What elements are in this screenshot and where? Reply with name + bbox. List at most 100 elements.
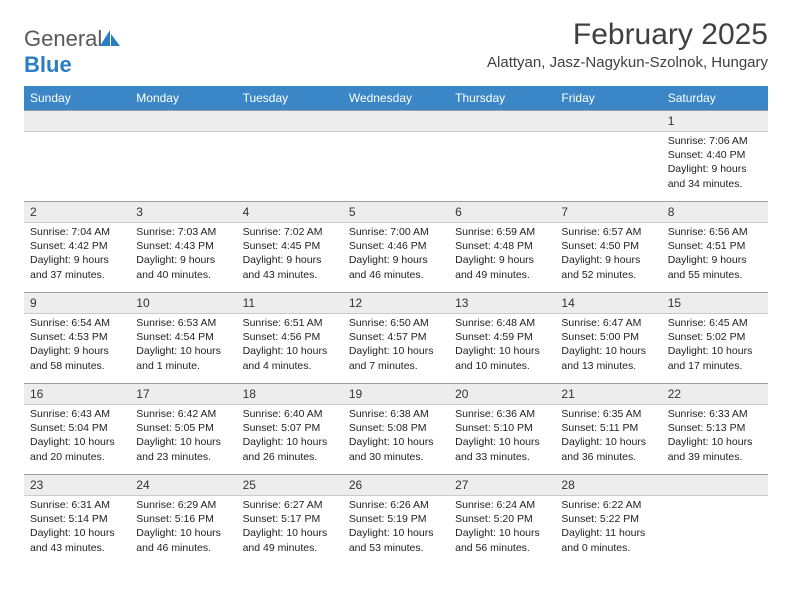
day-cell: Sunrise: 6:29 AMSunset: 5:16 PMDaylight:… — [130, 496, 236, 566]
day-info-line: Daylight: 9 hours and 58 minutes. — [30, 344, 124, 372]
day-info-line: Daylight: 9 hours and 52 minutes. — [561, 253, 655, 281]
month-title: February 2025 — [487, 18, 768, 52]
day-info-line: Sunset: 5:08 PM — [349, 421, 443, 435]
day-number — [343, 111, 449, 132]
day-info-line: Sunrise: 6:26 AM — [349, 498, 443, 512]
day-cell: Sunrise: 6:38 AMSunset: 5:08 PMDaylight:… — [343, 405, 449, 475]
day-number — [555, 111, 661, 132]
day-cell — [555, 132, 661, 202]
day-info-line: Sunset: 5:19 PM — [349, 512, 443, 526]
day-info-line: Daylight: 9 hours and 46 minutes. — [349, 253, 443, 281]
day-cell: Sunrise: 6:26 AMSunset: 5:19 PMDaylight:… — [343, 496, 449, 566]
day-info-line: Sunset: 5:00 PM — [561, 330, 655, 344]
weekday-header: Wednesday — [343, 86, 449, 111]
day-number: 4 — [237, 202, 343, 223]
day-info-line: Sunrise: 6:38 AM — [349, 407, 443, 421]
day-info-line: Sunset: 5:05 PM — [136, 421, 230, 435]
day-info-line: Daylight: 10 hours and 23 minutes. — [136, 435, 230, 463]
day-cell: Sunrise: 6:59 AMSunset: 4:48 PMDaylight:… — [449, 223, 555, 293]
day-info-line: Sunset: 4:45 PM — [243, 239, 337, 253]
day-info-line: Daylight: 9 hours and 43 minutes. — [243, 253, 337, 281]
day-number: 28 — [555, 475, 661, 496]
day-info-line: Daylight: 10 hours and 7 minutes. — [349, 344, 443, 372]
day-info-line: Sunrise: 6:36 AM — [455, 407, 549, 421]
day-number: 12 — [343, 293, 449, 314]
day-info-line: Daylight: 10 hours and 17 minutes. — [668, 344, 762, 372]
day-info-line: Daylight: 10 hours and 39 minutes. — [668, 435, 762, 463]
day-info-line: Sunset: 4:46 PM — [349, 239, 443, 253]
day-info-line: Sunrise: 7:02 AM — [243, 225, 337, 239]
day-cell: Sunrise: 6:36 AMSunset: 5:10 PMDaylight:… — [449, 405, 555, 475]
day-info-line: Sunrise: 6:27 AM — [243, 498, 337, 512]
day-info-line: Daylight: 10 hours and 56 minutes. — [455, 526, 549, 554]
day-info-line: Sunrise: 6:59 AM — [455, 225, 549, 239]
day-number: 15 — [662, 293, 768, 314]
logo-text-gray: General — [24, 26, 102, 51]
day-data-row: Sunrise: 6:43 AMSunset: 5:04 PMDaylight:… — [24, 405, 768, 475]
day-info-line: Daylight: 11 hours and 0 minutes. — [561, 526, 655, 554]
day-cell: Sunrise: 6:51 AMSunset: 4:56 PMDaylight:… — [237, 314, 343, 384]
day-info-line: Sunrise: 6:47 AM — [561, 316, 655, 330]
day-data-row: Sunrise: 7:06 AMSunset: 4:40 PMDaylight:… — [24, 132, 768, 202]
logo: GeneralBlue — [24, 18, 120, 78]
day-info-line: Daylight: 10 hours and 36 minutes. — [561, 435, 655, 463]
day-number — [24, 111, 130, 132]
day-info-line: Sunset: 5:13 PM — [668, 421, 762, 435]
calendar-table: Sunday Monday Tuesday Wednesday Thursday… — [24, 86, 768, 566]
day-info-line: Daylight: 9 hours and 34 minutes. — [668, 162, 762, 190]
weekday-header: Tuesday — [237, 86, 343, 111]
location: Alattyan, Jasz-Nagykun-Szolnok, Hungary — [487, 54, 768, 71]
day-info-line: Sunset: 4:56 PM — [243, 330, 337, 344]
day-cell: Sunrise: 6:45 AMSunset: 5:02 PMDaylight:… — [662, 314, 768, 384]
day-number: 26 — [343, 475, 449, 496]
day-info-line: Sunrise: 6:50 AM — [349, 316, 443, 330]
logo-text-blue: Blue — [24, 52, 72, 77]
day-number-row: 1 — [24, 111, 768, 132]
day-info-line: Sunset: 5:10 PM — [455, 421, 549, 435]
day-info-line: Daylight: 10 hours and 46 minutes. — [136, 526, 230, 554]
day-cell: Sunrise: 6:43 AMSunset: 5:04 PMDaylight:… — [24, 405, 130, 475]
day-number-row: 9101112131415 — [24, 293, 768, 314]
day-info-line: Daylight: 10 hours and 26 minutes. — [243, 435, 337, 463]
day-cell: Sunrise: 6:33 AMSunset: 5:13 PMDaylight:… — [662, 405, 768, 475]
day-number: 3 — [130, 202, 236, 223]
day-info-line: Sunset: 5:02 PM — [668, 330, 762, 344]
day-number: 18 — [237, 384, 343, 405]
day-cell — [449, 132, 555, 202]
day-cell: Sunrise: 6:56 AMSunset: 4:51 PMDaylight:… — [662, 223, 768, 293]
day-info-line: Daylight: 10 hours and 30 minutes. — [349, 435, 443, 463]
day-number-row: 16171819202122 — [24, 384, 768, 405]
weekday-header: Thursday — [449, 86, 555, 111]
day-cell: Sunrise: 7:03 AMSunset: 4:43 PMDaylight:… — [130, 223, 236, 293]
day-cell — [662, 496, 768, 566]
day-cell: Sunrise: 7:00 AMSunset: 4:46 PMDaylight:… — [343, 223, 449, 293]
day-number: 16 — [24, 384, 130, 405]
day-info-line: Sunset: 4:48 PM — [455, 239, 549, 253]
day-number: 23 — [24, 475, 130, 496]
day-info-line: Sunrise: 7:00 AM — [349, 225, 443, 239]
day-info-line: Daylight: 10 hours and 20 minutes. — [30, 435, 124, 463]
day-info-line: Sunset: 4:59 PM — [455, 330, 549, 344]
weekday-header: Saturday — [662, 86, 768, 111]
day-number: 21 — [555, 384, 661, 405]
day-info-line: Sunrise: 6:53 AM — [136, 316, 230, 330]
day-number: 27 — [449, 475, 555, 496]
day-number: 11 — [237, 293, 343, 314]
day-info-line: Daylight: 10 hours and 53 minutes. — [349, 526, 443, 554]
day-info-line: Sunrise: 7:03 AM — [136, 225, 230, 239]
day-info-line: Daylight: 10 hours and 1 minute. — [136, 344, 230, 372]
day-info-line: Sunrise: 6:54 AM — [30, 316, 124, 330]
day-info-line: Sunrise: 6:29 AM — [136, 498, 230, 512]
day-data-row: Sunrise: 7:04 AMSunset: 4:42 PMDaylight:… — [24, 223, 768, 293]
day-info-line: Daylight: 9 hours and 37 minutes. — [30, 253, 124, 281]
day-info-line: Sunset: 4:50 PM — [561, 239, 655, 253]
day-number — [662, 475, 768, 496]
day-number: 2 — [24, 202, 130, 223]
day-cell — [130, 132, 236, 202]
title-block: February 2025 Alattyan, Jasz-Nagykun-Szo… — [487, 18, 768, 71]
day-number: 19 — [343, 384, 449, 405]
day-cell: Sunrise: 7:04 AMSunset: 4:42 PMDaylight:… — [24, 223, 130, 293]
day-info-line: Sunset: 4:40 PM — [668, 148, 762, 162]
day-info-line: Sunrise: 6:42 AM — [136, 407, 230, 421]
day-number: 9 — [24, 293, 130, 314]
